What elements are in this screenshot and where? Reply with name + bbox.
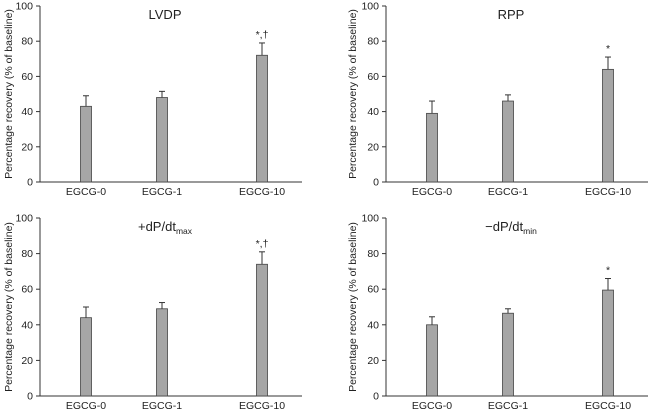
- bar: [80, 317, 92, 397]
- y-tick-label: 60: [21, 71, 33, 83]
- bar: [426, 324, 438, 397]
- x-tick-label: EGCG-10: [585, 186, 631, 198]
- y-axis-label: Percentage recovery (% of baseline): [3, 222, 15, 392]
- chart-title-main: LVDP: [149, 7, 182, 22]
- y-tick-label: 20: [21, 355, 33, 367]
- chart-title-main: −dP/dt: [485, 219, 523, 234]
- x-tick-label: EGCG-10: [239, 186, 285, 198]
- y-tick-label: 40: [21, 319, 33, 331]
- y-tick-label: 20: [367, 355, 379, 367]
- y-tick-label: 0: [373, 391, 379, 403]
- chart-title-subscript: min: [523, 226, 537, 236]
- y-tick-label: 60: [367, 284, 379, 296]
- bar: [80, 105, 92, 183]
- chart-title: +dP/dtmax: [138, 219, 193, 236]
- bar: [602, 289, 614, 397]
- x-tick-label: EGCG-0: [412, 186, 452, 198]
- bar: [156, 308, 168, 397]
- x-tick-label: EGCG-0: [66, 400, 106, 412]
- y-tick-label: 80: [367, 36, 379, 48]
- bar: [502, 312, 514, 397]
- significance-label: *: [606, 43, 610, 55]
- bar: [256, 54, 268, 183]
- y-tick-label: 20: [21, 141, 33, 153]
- y-tick-label: 0: [373, 177, 379, 189]
- x-tick-label: EGCG-0: [66, 186, 106, 198]
- y-tick-label: 60: [21, 284, 33, 296]
- y-tick-label: 100: [15, 213, 33, 225]
- y-tick-label: 100: [361, 1, 379, 13]
- y-axis-label: Percentage recovery (% of baseline): [347, 9, 359, 179]
- bar: [156, 97, 168, 183]
- y-tick-label: 80: [367, 248, 379, 260]
- bar: [502, 100, 514, 183]
- y-axis-label: Percentage recovery (% of baseline): [347, 222, 359, 392]
- y-tick-label: 0: [27, 391, 33, 403]
- bar: [256, 263, 268, 397]
- chart-title: −dP/dtmin: [485, 219, 537, 236]
- y-tick-label: 40: [21, 106, 33, 118]
- chart-title-main: RPP: [498, 7, 525, 22]
- y-tick-label: 100: [15, 1, 33, 13]
- y-tick-label: 100: [361, 213, 379, 225]
- y-tick-label: 0: [27, 177, 33, 189]
- chart-title: LVDP: [149, 7, 182, 22]
- y-tick-label: 40: [367, 106, 379, 118]
- y-axis-label: Percentage recovery (% of baseline): [3, 9, 15, 179]
- x-tick-label: EGCG-10: [239, 400, 285, 412]
- y-tick-label: 60: [367, 71, 379, 83]
- significance-label: *: [606, 265, 610, 277]
- significance-label: *,†: [256, 29, 269, 41]
- bar: [602, 68, 614, 183]
- significance-label: *,†: [256, 238, 269, 250]
- x-tick-label: EGCG-10: [585, 400, 631, 412]
- bar: [426, 112, 438, 183]
- y-tick-label: 80: [21, 36, 33, 48]
- y-tick-label: 20: [367, 141, 379, 153]
- x-tick-label: EGCG-1: [142, 400, 182, 412]
- x-tick-label: EGCG-1: [488, 186, 528, 198]
- x-tick-label: EGCG-1: [488, 400, 528, 412]
- chart-title: RPP: [498, 7, 525, 22]
- x-tick-label: EGCG-1: [142, 186, 182, 198]
- x-tick-label: EGCG-0: [412, 400, 452, 412]
- chart-title-subscript: max: [176, 226, 193, 236]
- y-tick-label: 40: [367, 319, 379, 331]
- chart-title-main: +dP/dt: [138, 219, 176, 234]
- y-tick-label: 80: [21, 248, 33, 260]
